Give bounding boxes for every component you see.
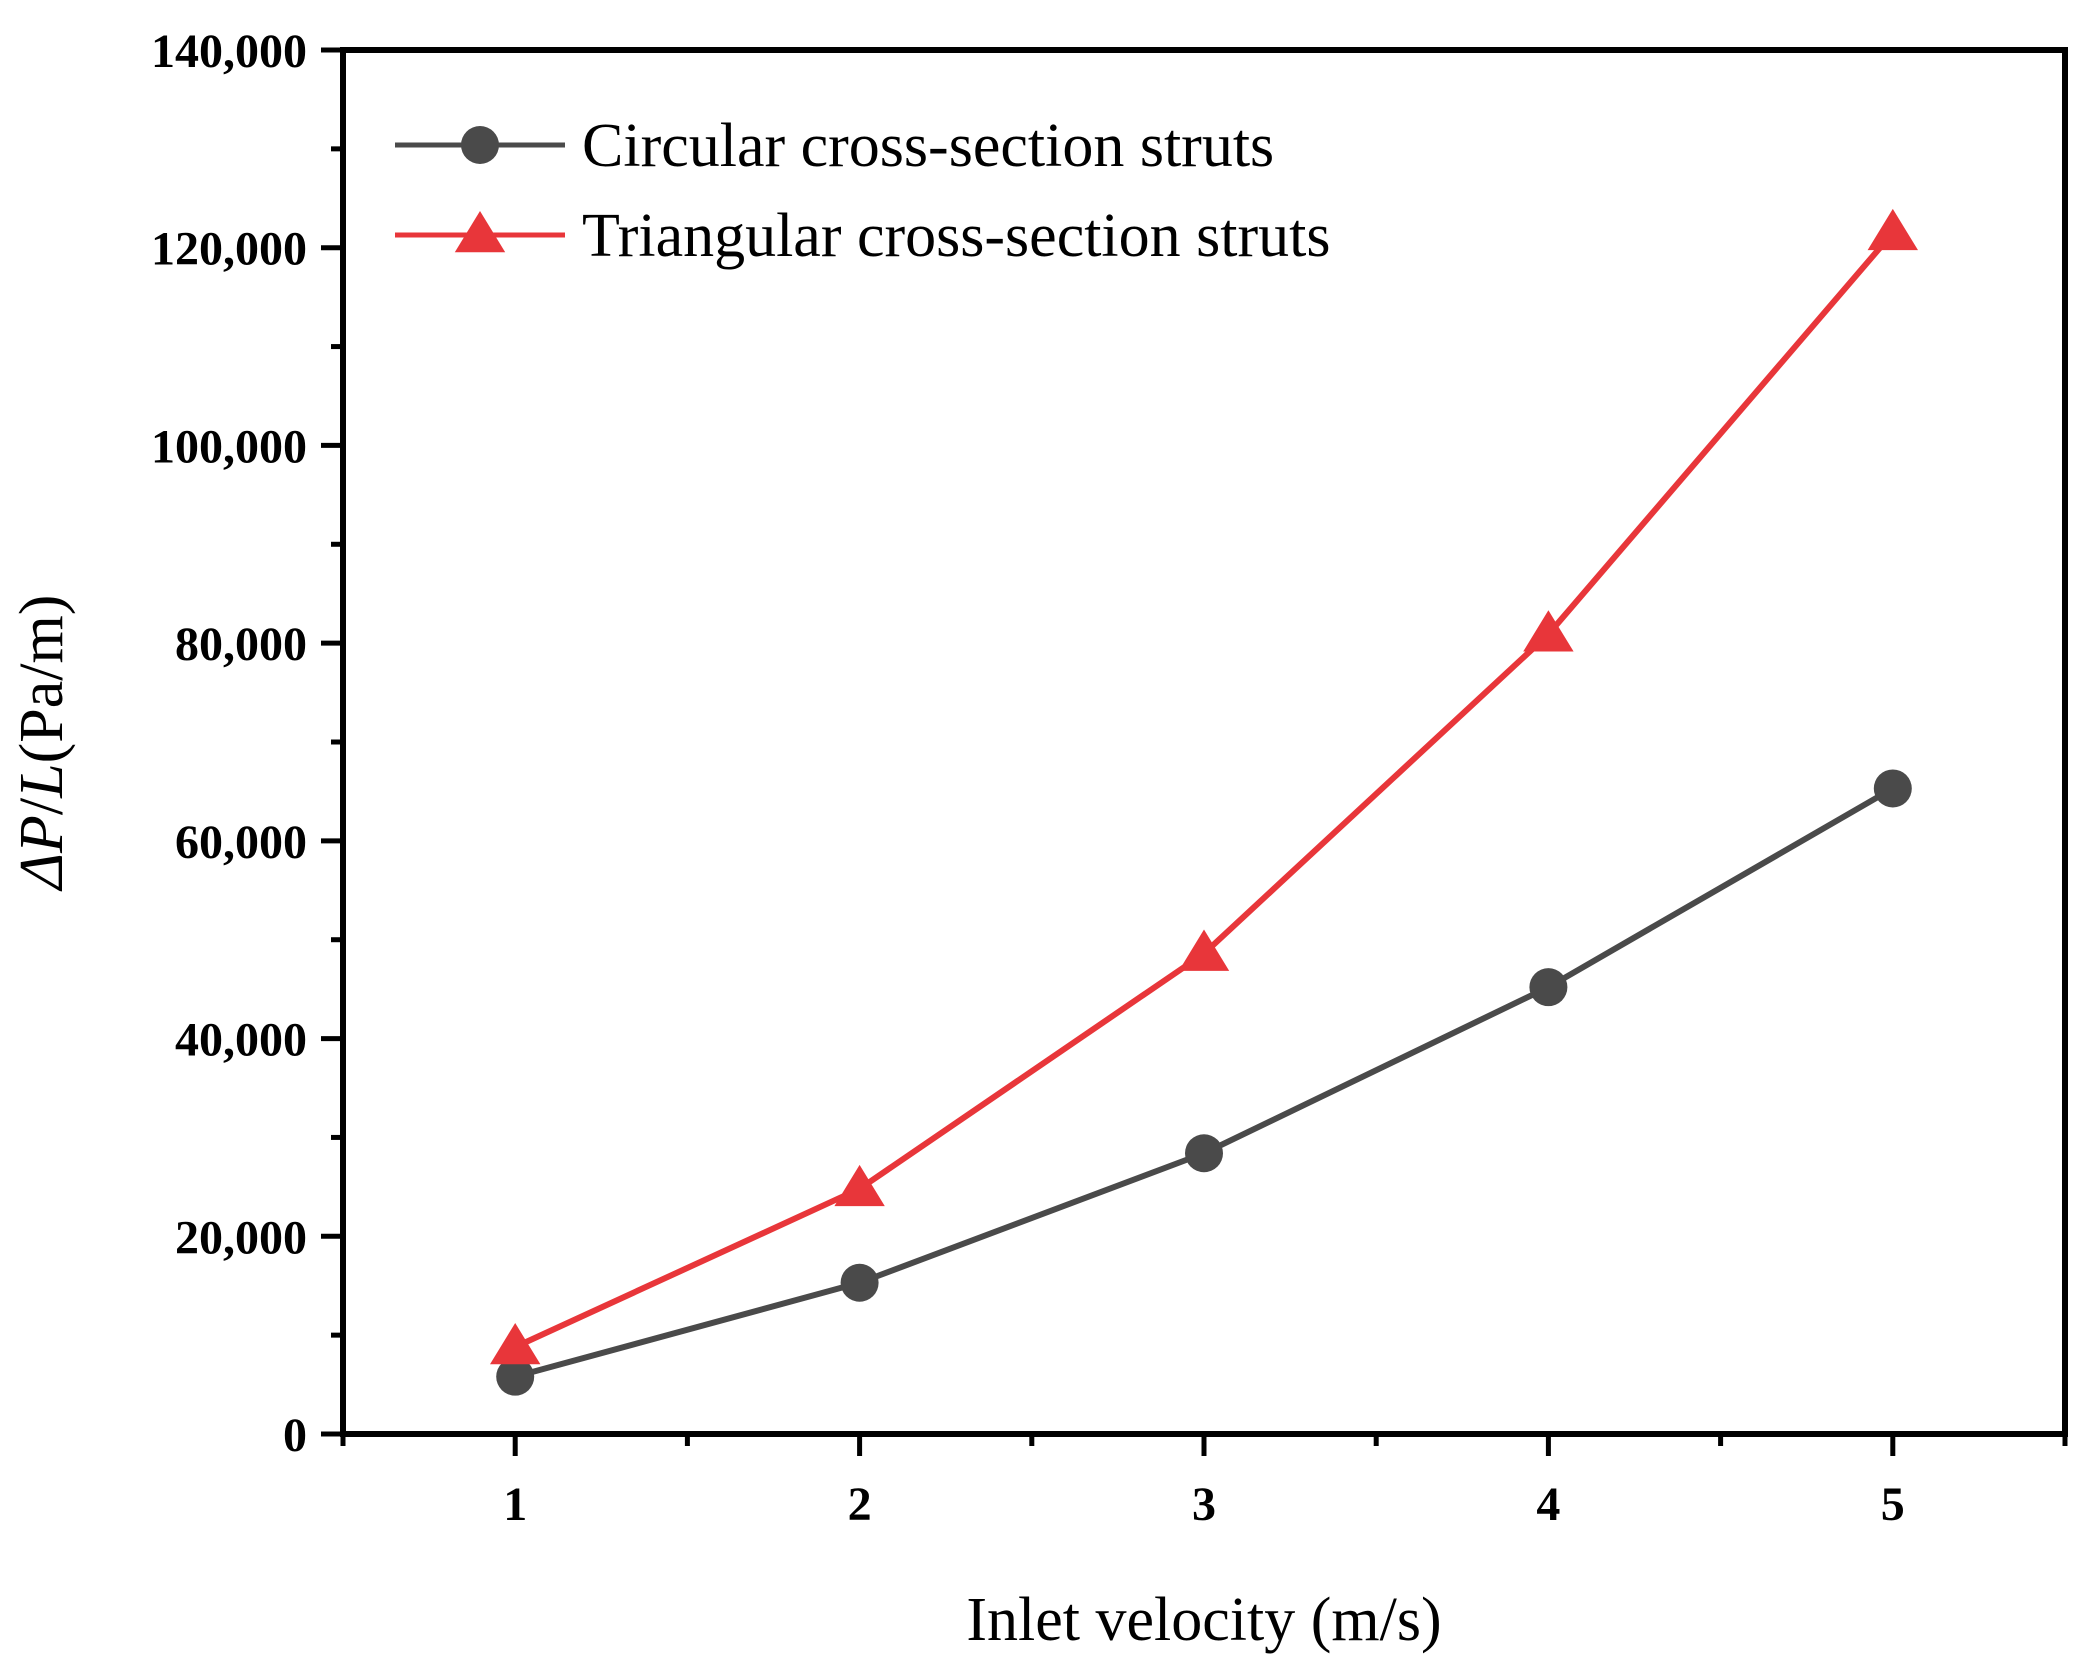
y-tick-label: 120,000: [151, 223, 307, 276]
y-tick-label: 100,000: [151, 420, 307, 473]
x-tick-label: 4: [1536, 1478, 1560, 1531]
y-axis-title-slash: /: [8, 797, 76, 815]
y-axis-title: ΔP/L(Pa/m): [8, 595, 76, 893]
legend-label-triangular: Triangular cross-section struts: [582, 202, 1331, 270]
x-tick-label: 1: [503, 1478, 527, 1531]
series-line-triangular: [513, 230, 1896, 1350]
data-point-triangular: [1523, 610, 1574, 652]
y-axis-title-unit: (Pa/m): [8, 595, 76, 764]
data-point-triangular: [1178, 929, 1230, 971]
y-tick-label: 80,000: [175, 618, 307, 671]
data-point-circular: [1873, 769, 1912, 808]
minor-ticks: [331, 146, 2068, 1446]
y-tick-label: 140,000: [151, 25, 307, 78]
legend: Circular cross-section struts Triangular…: [395, 112, 1331, 270]
x-axis-title: Inlet velocity (m/s): [966, 1586, 1441, 1654]
y-tick-label: 0: [283, 1409, 307, 1462]
data-point-circular: [1185, 1134, 1223, 1173]
data-point-circular: [1529, 968, 1568, 1007]
data-point-circular: [496, 1357, 535, 1396]
legend-label-circular: Circular cross-section struts: [582, 112, 1274, 180]
legend-entry-triangular: Triangular cross-section struts: [395, 202, 1331, 270]
x-axis-ticks: 1 2 3 4 5: [503, 1434, 1905, 1531]
data-point-triangular: [1867, 208, 1918, 251]
y-axis-title-delta-p: ΔP: [8, 815, 76, 892]
data-point-circular: [840, 1263, 879, 1302]
x-tick-label: 2: [848, 1478, 872, 1531]
legend-marker-circular: [461, 126, 499, 164]
data-point-triangular: [834, 1164, 885, 1207]
y-tick-label: 40,000: [175, 1014, 307, 1067]
plot-frame: [340, 47, 2068, 1437]
x-tick-label: 5: [1881, 1478, 1905, 1531]
series-line-circular: [514, 785, 1895, 1380]
legend-entry-circular: Circular cross-section struts: [395, 112, 1274, 180]
y-tick-label: 20,000: [175, 1211, 307, 1264]
series-layer: [490, 208, 1918, 1396]
data-point-triangular: [490, 1323, 541, 1365]
y-tick-label: 60,000: [175, 816, 307, 869]
x-tick-label: 3: [1192, 1478, 1216, 1531]
y-axis-ticks: 0 20,000 40,000 60,000 80,000 100,000 120,000 1…: [151, 25, 343, 1462]
legend-marker-triangular: [454, 211, 506, 253]
y-axis-title-l: L: [8, 763, 76, 798]
